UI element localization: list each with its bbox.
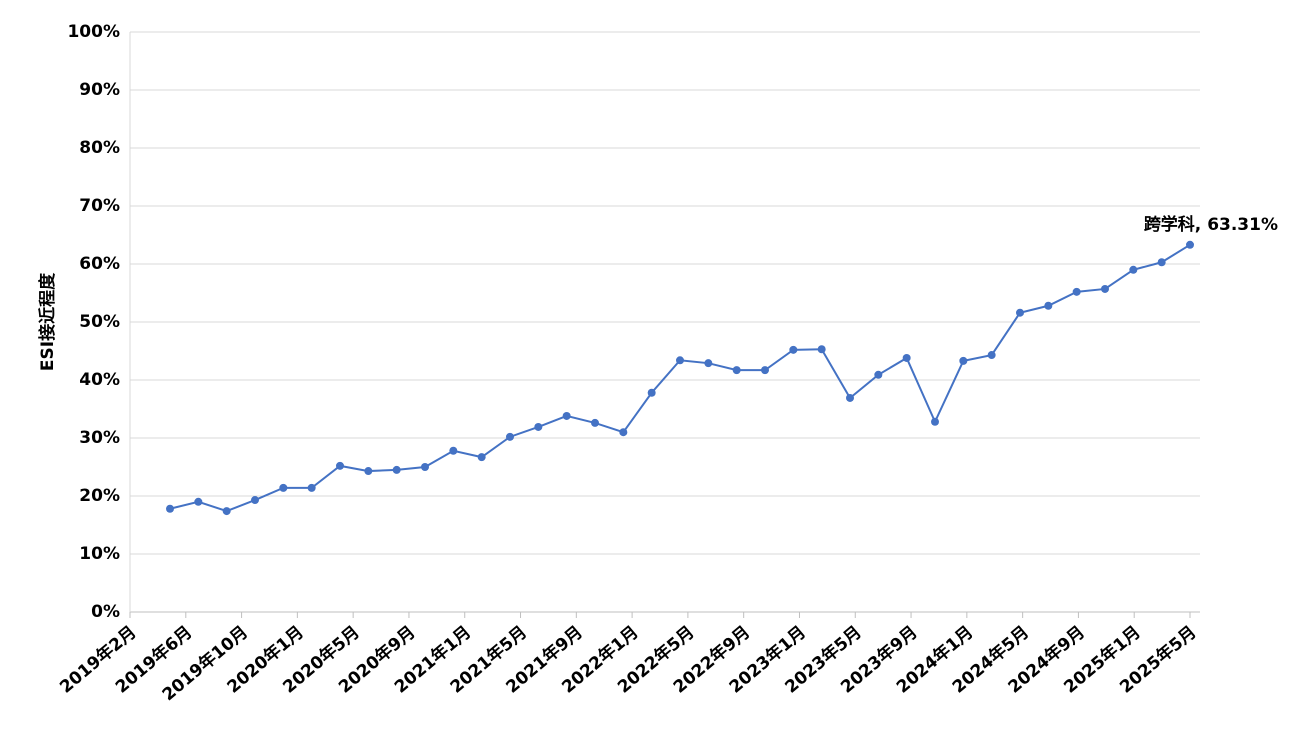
series-line [169,243,1191,513]
data-point [477,453,486,462]
data-point [364,467,373,476]
data-point [1044,301,1053,310]
data-point [1129,265,1138,274]
y-tick-label: 100% [67,22,120,42]
data-point [1186,240,1194,249]
data-point [562,411,571,420]
y-tick-label: 0% [91,602,120,622]
annotation: 跨学科, 63.31% [1144,214,1278,235]
data-point [392,465,401,474]
data-point [421,463,429,471]
data-point [307,483,316,492]
y-tick-label: 90% [79,80,120,100]
data-point [251,496,259,505]
data-point [449,446,458,455]
data-point [676,356,684,365]
y-tick-label: 80% [79,138,120,158]
y-tick-label: 20% [79,486,120,506]
data-point [761,366,769,375]
data-point [194,497,203,506]
data-point [1072,287,1081,296]
data-point [619,428,628,437]
data-point [732,366,741,375]
data-point [846,393,854,402]
data-point [336,461,344,470]
data-point [1016,308,1024,317]
data-point [279,483,288,492]
data-point [704,359,713,368]
y-tick-label: 50% [79,312,120,332]
y-tick-label: 40% [79,370,120,390]
data-point [506,432,514,441]
data-point [591,418,599,427]
data-point [222,507,231,516]
data-point [1157,258,1166,267]
data-point [874,370,883,379]
y-tick-label: 30% [79,428,120,448]
y-tick-label: 60% [79,254,120,274]
data-point [789,345,798,354]
y-tick-label: 10% [79,544,120,564]
data-point [647,388,656,397]
data-point [534,422,543,431]
data-point [1101,284,1109,293]
data-point [959,356,968,365]
y-axis-label: ESI接近程度 [37,272,58,371]
data-point [817,345,826,354]
data-point [987,351,996,360]
data-point [902,353,911,362]
data-point [931,417,939,426]
data-point [166,504,174,513]
y-tick-label: 70% [79,196,120,216]
